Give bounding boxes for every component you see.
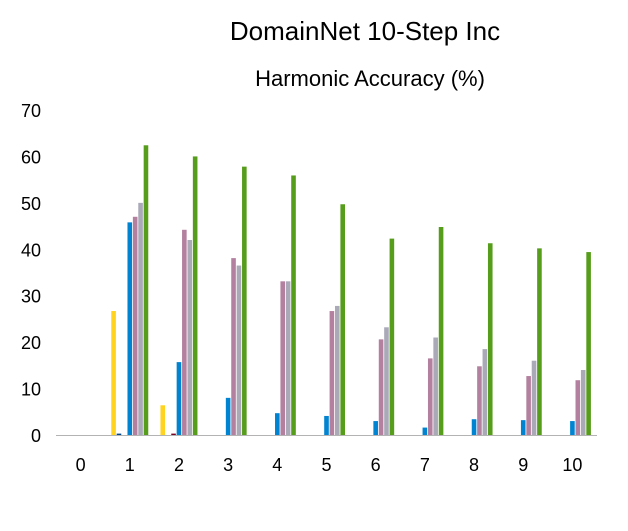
bar: [116, 433, 122, 435]
bar: [384, 327, 389, 435]
bar: [192, 156, 198, 435]
bar: [531, 360, 537, 435]
x-axis: 0 1 2 3 4 5 6 7 8 9 10: [56, 435, 597, 475]
bar: [291, 175, 296, 435]
x-tick-label: 9: [518, 455, 528, 475]
y-axis: 0 10 20 30 40 50 60 70: [21, 101, 41, 446]
bar: [340, 204, 345, 435]
x-tick-label: 3: [223, 455, 233, 475]
bar: [171, 433, 176, 435]
bar: [127, 222, 133, 435]
bar: [111, 311, 116, 435]
bar: [526, 376, 531, 435]
x-tick-label: 2: [174, 455, 184, 475]
bar: [280, 281, 286, 435]
bar: [438, 227, 444, 435]
chart-title: DomainNet 10-Step Inc: [229, 16, 501, 46]
y-tick-label: 60: [21, 147, 41, 167]
x-tick-label: 8: [469, 455, 479, 475]
bar: [586, 252, 591, 435]
y-tick-label: 70: [21, 101, 41, 121]
bar: [570, 421, 575, 435]
bar: [176, 362, 182, 435]
chart-subtitle: Harmonic Accuracy (%): [255, 66, 485, 91]
bar: [433, 337, 438, 435]
bar: [537, 248, 542, 435]
y-tick-label: 40: [21, 240, 41, 260]
x-tick-label: 1: [125, 455, 135, 475]
bar: [285, 281, 291, 435]
bar: [335, 305, 340, 435]
bar: [182, 229, 187, 435]
bar: [477, 366, 482, 435]
bar: [143, 145, 149, 436]
bar: [187, 240, 193, 435]
x-tick-label: 5: [321, 455, 331, 475]
y-tick-label: 0: [31, 426, 41, 446]
x-tick-label: 0: [76, 455, 86, 475]
y-tick-label: 10: [21, 380, 41, 400]
y-tick-label: 50: [21, 194, 41, 214]
y-tick-label: 30: [21, 287, 41, 307]
bar: [242, 166, 247, 435]
bar: [482, 349, 488, 435]
bar: [378, 339, 384, 435]
bar: [487, 243, 493, 435]
bar: [225, 397, 231, 435]
x-tick-label: 10: [562, 455, 582, 475]
bar: [138, 202, 143, 435]
bar: [422, 427, 428, 435]
bar: [575, 380, 581, 435]
bar: [329, 311, 335, 435]
bar: [160, 405, 166, 435]
bar: [231, 258, 236, 435]
x-tick-label: 4: [272, 455, 282, 475]
bar: [373, 421, 378, 435]
bars: [111, 145, 591, 436]
bar: [427, 358, 433, 435]
y-tick-label: 20: [21, 333, 41, 353]
bar: [580, 370, 586, 435]
bar: [471, 419, 477, 435]
bar: [324, 415, 329, 435]
bar: [132, 216, 138, 435]
bar: [520, 420, 526, 435]
bar: [389, 238, 395, 435]
x-tick-label: 6: [371, 455, 381, 475]
bar: [275, 413, 280, 435]
x-tick-label: 7: [420, 455, 430, 475]
bar: [236, 265, 242, 435]
